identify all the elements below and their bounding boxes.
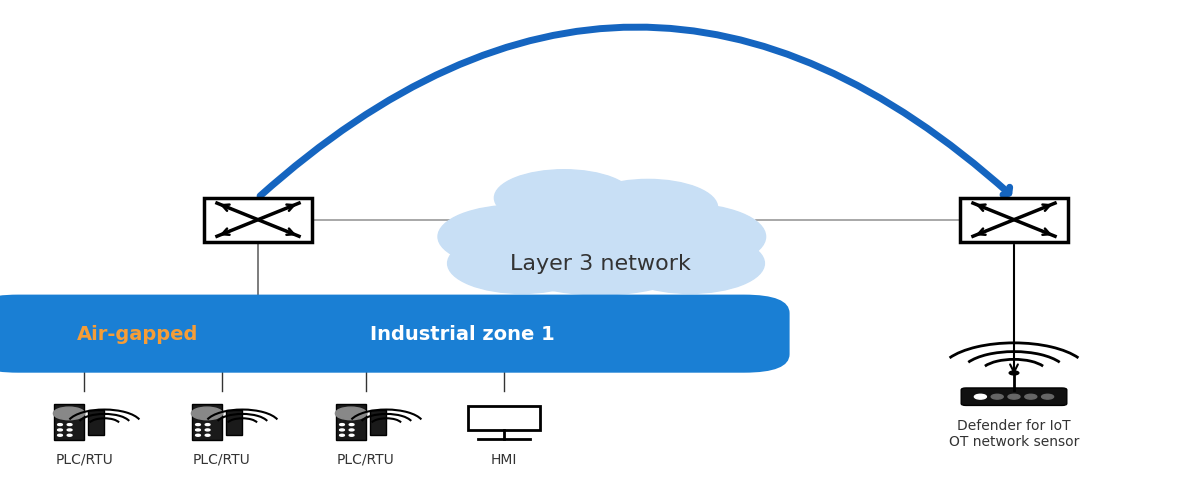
Text: PLC/RTU: PLC/RTU — [193, 452, 251, 466]
Text: Defender for IoT
OT network sensor: Defender for IoT OT network sensor — [949, 418, 1079, 448]
Circle shape — [492, 208, 708, 295]
FancyBboxPatch shape — [204, 198, 312, 242]
Circle shape — [1008, 394, 1020, 399]
Circle shape — [1025, 394, 1037, 399]
Circle shape — [205, 435, 210, 437]
Text: Layer 3 network: Layer 3 network — [510, 254, 690, 274]
Circle shape — [349, 435, 354, 437]
FancyArrowPatch shape — [260, 28, 1009, 197]
Circle shape — [438, 206, 594, 269]
Circle shape — [340, 429, 344, 431]
Circle shape — [616, 234, 764, 294]
FancyBboxPatch shape — [0, 295, 790, 373]
Circle shape — [58, 424, 62, 426]
FancyBboxPatch shape — [54, 404, 84, 440]
Circle shape — [192, 408, 222, 420]
Circle shape — [448, 234, 596, 294]
Circle shape — [340, 435, 344, 437]
FancyBboxPatch shape — [192, 404, 222, 440]
Circle shape — [67, 424, 72, 426]
Circle shape — [340, 424, 344, 426]
Circle shape — [349, 429, 354, 431]
Circle shape — [67, 435, 72, 437]
Circle shape — [336, 408, 367, 420]
Text: PLC/RTU: PLC/RTU — [55, 452, 113, 466]
Circle shape — [349, 424, 354, 426]
Circle shape — [602, 204, 766, 270]
FancyBboxPatch shape — [960, 198, 1068, 242]
FancyBboxPatch shape — [961, 388, 1067, 406]
FancyBboxPatch shape — [336, 404, 366, 440]
Text: PLC/RTU: PLC/RTU — [337, 452, 395, 466]
Circle shape — [1042, 394, 1054, 399]
Text: Industrial zone 1: Industrial zone 1 — [370, 324, 554, 344]
Circle shape — [494, 170, 634, 227]
Circle shape — [67, 429, 72, 431]
Circle shape — [1009, 371, 1019, 375]
Circle shape — [196, 429, 200, 431]
Circle shape — [991, 394, 1003, 399]
Circle shape — [196, 424, 200, 426]
Circle shape — [205, 424, 210, 426]
Circle shape — [578, 180, 718, 236]
FancyBboxPatch shape — [370, 409, 386, 435]
FancyBboxPatch shape — [226, 409, 242, 435]
FancyBboxPatch shape — [88, 409, 104, 435]
Text: Air-gapped: Air-gapped — [77, 324, 199, 344]
Circle shape — [205, 429, 210, 431]
Circle shape — [58, 435, 62, 437]
Circle shape — [54, 408, 84, 420]
Circle shape — [196, 435, 200, 437]
Text: HMI: HMI — [491, 452, 517, 466]
Circle shape — [974, 394, 986, 399]
FancyBboxPatch shape — [468, 407, 540, 431]
Circle shape — [58, 429, 62, 431]
